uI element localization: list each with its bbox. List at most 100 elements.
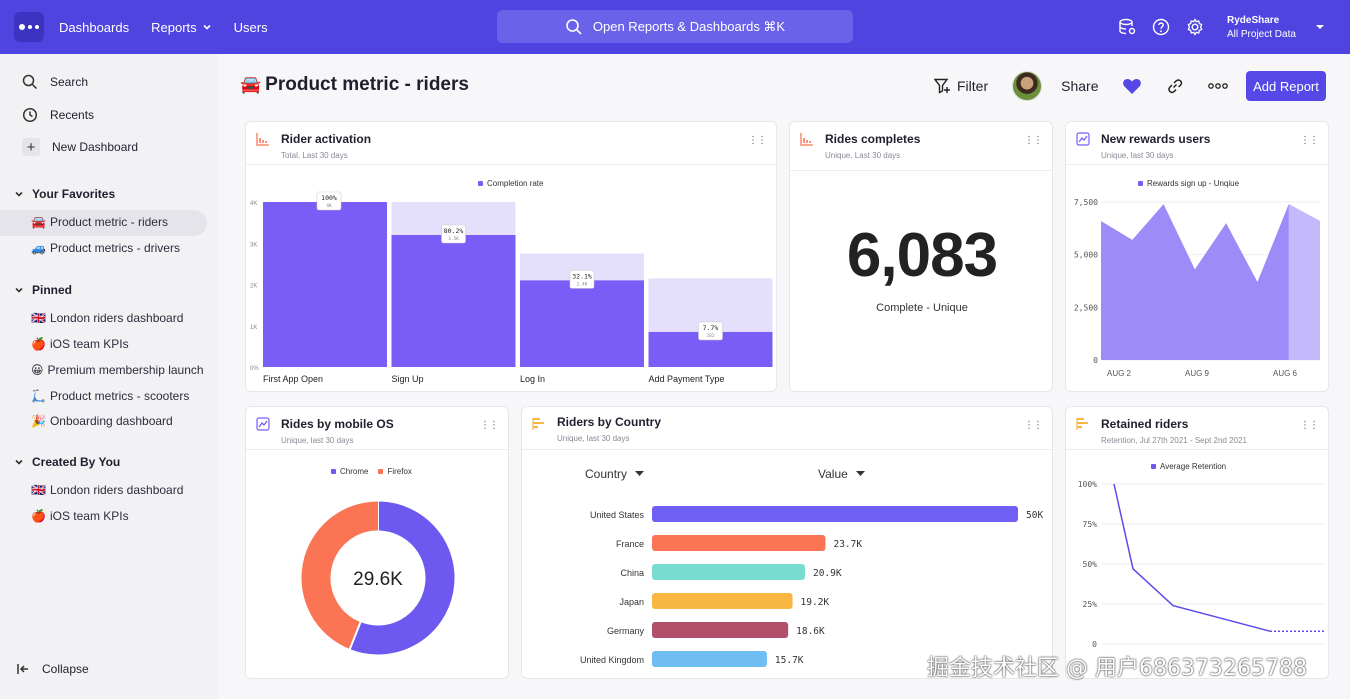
avatar[interactable] <box>1012 71 1043 101</box>
card-header: Rides completes Unique, Last 30 days ⋮⋮ <box>800 130 1043 170</box>
card-header: New rewards users Unique, last 30 days ⋮… <box>1076 130 1319 170</box>
sidebar-new-dashboard[interactable]: + New Dashboard <box>22 138 138 156</box>
sidebar-item-label: Product metric - riders <box>49 215 168 229</box>
card-new-rewards-users[interactable]: New rewards users Unique, last 30 days ⋮… <box>1065 121 1329 392</box>
sidebar-item-product-metric-riders[interactable]: 🚘 Product metric - riders <box>31 215 168 229</box>
country-value-label: 20.9K <box>813 568 842 579</box>
collapse-button[interactable]: Collapse <box>16 662 89 676</box>
country-bar <box>652 651 767 667</box>
gear-icon[interactable] <box>1185 17 1205 37</box>
card-retained-riders[interactable]: Retained riders Retention, Jul 27th 2021… <box>1065 406 1329 679</box>
car-emoji-icon: 🚘 <box>31 215 46 229</box>
org-switcher[interactable]: RydeShare All Project Data <box>1227 14 1296 42</box>
table-chart-icon <box>532 418 544 430</box>
chart-legend: Completion rate <box>478 179 543 188</box>
card-subtitle: Unique, last 30 days <box>1101 151 1174 160</box>
country-label: United Kingdom <box>580 655 644 665</box>
sidebar-item-product-metrics-drivers[interactable]: 🚙 Product metrics - drivers <box>31 241 180 255</box>
line-chart-icon <box>1076 132 1090 146</box>
plus-icon: + <box>22 138 40 156</box>
nav-dashboards[interactable]: Dashboards <box>59 20 129 35</box>
watermark-text: 掘金技术社区 @ 用户686373265788 <box>927 656 1307 681</box>
card-rider-activation[interactable]: Rider activation Total, Last 30 days ⋮⋮ … <box>245 121 777 392</box>
smile-emoji-icon: 😀 <box>31 363 44 377</box>
x-tick-label: Sign Up <box>392 374 424 384</box>
sidebar-item-onboarding[interactable]: 🎉 Onboarding dashboard <box>31 414 173 428</box>
sidebar-item-london-riders-created[interactable]: 🇬🇧 London riders dashboard <box>31 483 183 497</box>
sidebar-item-london-riders[interactable]: 🇬🇧 London riders dashboard <box>31 311 183 325</box>
card-title: Retained riders <box>1101 417 1189 431</box>
bar-data-label-box <box>698 321 723 341</box>
country-label: Germany <box>607 626 645 636</box>
add-report-button[interactable]: Add Report <box>1246 71 1326 101</box>
drag-handle-icon[interactable]: ⋮⋮ <box>748 135 767 146</box>
topbar-icons <box>1117 17 1205 37</box>
country-label: United States <box>590 510 645 520</box>
sidebar-item-ios-kpis[interactable]: 🍎 iOS team KPIs <box>31 337 129 351</box>
global-search-bar[interactable]: Open Reports & Dashboards ⌘K <box>497 10 853 43</box>
y-tick-label: 2K <box>250 284 257 290</box>
suv-emoji-icon: 🚙 <box>31 241 46 255</box>
nav-reports[interactable]: Reports <box>151 20 212 35</box>
filter-button[interactable]: Filter <box>934 78 988 94</box>
country-value-label: 50K <box>1026 510 1043 521</box>
sidebar-item-label: Product metrics - drivers <box>49 241 180 255</box>
card-title: Rides by mobile OS <box>281 417 394 431</box>
card-divider <box>790 170 1052 171</box>
header-actions: Filter Share <box>934 70 1229 102</box>
help-icon[interactable] <box>1151 17 1171 37</box>
legend-label: Completion rate <box>487 179 544 188</box>
chevron-down-icon <box>15 287 23 293</box>
column-header-value: Value <box>818 467 848 481</box>
card-rides-completes[interactable]: Rides completes Unique, Last 30 days ⋮⋮ … <box>789 121 1053 392</box>
drag-handle-icon[interactable]: ⋮⋮ <box>1024 420 1043 431</box>
caret-down-icon[interactable] <box>1315 22 1325 32</box>
donut-slice <box>301 501 379 650</box>
sidebar-item-scooters[interactable]: 🛴 Product metrics - scooters <box>31 389 189 403</box>
bar-data-label-box <box>569 270 595 289</box>
chart-legend: Average Retention <box>1151 462 1226 471</box>
top-bar: Dashboards Reports Users Open Reports & … <box>0 0 1350 54</box>
more-options-icon[interactable] <box>1208 82 1229 90</box>
org-name: RydeShare <box>1227 15 1280 26</box>
y-tick-label: 25% <box>1083 600 1098 609</box>
value-column-dropdown[interactable]: Value <box>818 467 865 481</box>
drag-handle-icon[interactable]: ⋮⋮ <box>1300 420 1319 431</box>
sidebar: Search Recents + New Dashboard Your Favo… <box>0 54 218 699</box>
slice-separator <box>348 621 362 650</box>
database-settings-icon[interactable] <box>1117 17 1137 37</box>
share-button[interactable]: Share <box>1061 78 1099 94</box>
chevron-down-icon <box>15 459 23 465</box>
drag-handle-icon[interactable]: ⋮⋮ <box>480 420 499 431</box>
sidebar-item-premium-membership[interactable]: 😀 Premium membership launch <box>31 363 204 377</box>
country-bar <box>652 593 793 609</box>
nav-reports-label: Reports <box>151 19 197 35</box>
drag-handle-icon[interactable]: ⋮⋮ <box>1024 135 1043 146</box>
card-header: Riders by Country Unique, last 30 days ⋮… <box>532 415 1043 455</box>
sidebar-search[interactable]: Search <box>22 74 88 90</box>
sidebar-recents[interactable]: Recents <box>22 107 94 123</box>
app-logo[interactable] <box>14 12 44 42</box>
country-value-label: 23.7K <box>833 539 862 550</box>
favorites-header-label: Your Favorites <box>32 187 116 201</box>
heart-icon[interactable] <box>1122 77 1142 95</box>
link-icon[interactable] <box>1166 77 1184 95</box>
nav-users[interactable]: Users <box>234 20 268 35</box>
pinned-header[interactable]: Pinned <box>14 283 72 297</box>
search-icon <box>22 74 38 90</box>
drag-handle-icon[interactable]: ⋮⋮ <box>1300 135 1319 146</box>
nav-dashboards-label: Dashboards <box>59 19 130 35</box>
sidebar-item-ios-kpis-created[interactable]: 🍎 iOS team KPIs <box>31 509 129 523</box>
uk-flag-icon: 🇬🇧 <box>31 311 46 325</box>
created-header[interactable]: Created By You <box>14 455 120 469</box>
funnel-bar <box>391 235 516 367</box>
card-divider <box>246 449 508 450</box>
legend-label: Rewards sign up - Unqiue <box>1147 179 1240 188</box>
add-report-label: Add Report <box>1253 78 1319 94</box>
favorites-header[interactable]: Your Favorites <box>14 187 115 201</box>
y-tick-label: 75% <box>1083 520 1098 529</box>
card-rides-by-mobile-os[interactable]: Rides by mobile OS Unique, last 30 days … <box>245 406 509 679</box>
card-divider <box>246 164 776 165</box>
country-column-dropdown[interactable]: Country <box>585 467 645 481</box>
card-riders-by-country[interactable]: Riders by Country Unique, last 30 days ⋮… <box>521 406 1053 679</box>
